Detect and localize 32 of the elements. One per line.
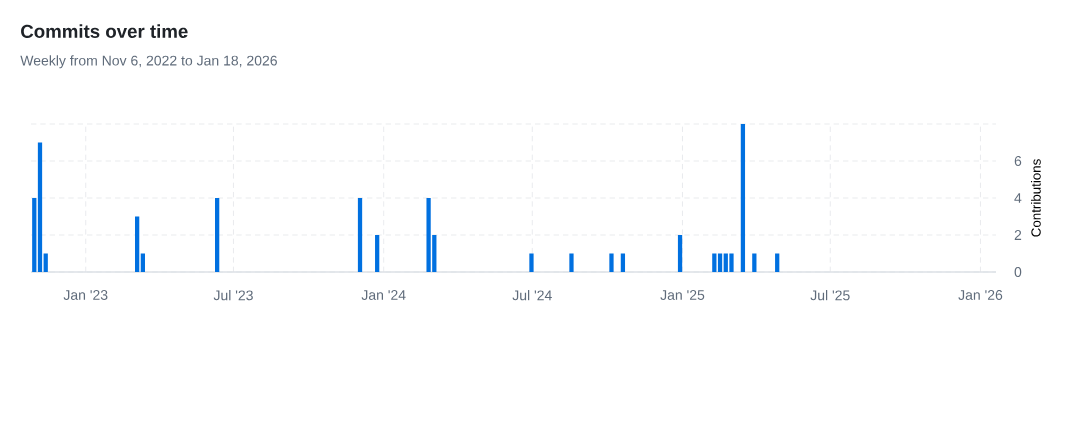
bar [357,197,363,272]
bar [375,234,380,272]
y-tick-label: 6 [1014,156,1022,166]
y-tick-label: 2 [1014,230,1022,240]
chart-subtitle: Weekly from Nov 6, 2022 to Jan 18, 2026 [20,55,277,69]
x-tick-label: Jan '26 [958,290,1003,300]
bar [140,253,145,272]
bar [135,216,140,272]
bar [609,253,614,272]
y-axis-title: Contributions [1030,159,1041,237]
bar [752,253,757,272]
bar [717,253,723,272]
bar [215,197,220,272]
y-tick-label: 0 [1014,267,1022,277]
x-tick-label: Jul '24 [512,290,552,301]
x-tick-label: Jul '23 [213,290,253,301]
x-tick-label: Jan '24 [361,290,406,300]
bar [712,253,717,272]
y-tick-label: 4 [1014,193,1022,203]
bar [529,253,534,272]
bar [677,234,683,272]
bar [740,124,746,272]
bar [37,142,43,272]
bar [569,253,574,272]
x-tick-label: Jul '25 [810,290,850,301]
bar [775,253,780,272]
chart-title: Commits over time [21,24,188,38]
bar [43,253,48,272]
x-tick-label: Jan '25 [660,290,705,300]
bar [32,197,37,272]
bar [620,253,626,272]
x-tick-label: Jan '23 [63,290,108,300]
